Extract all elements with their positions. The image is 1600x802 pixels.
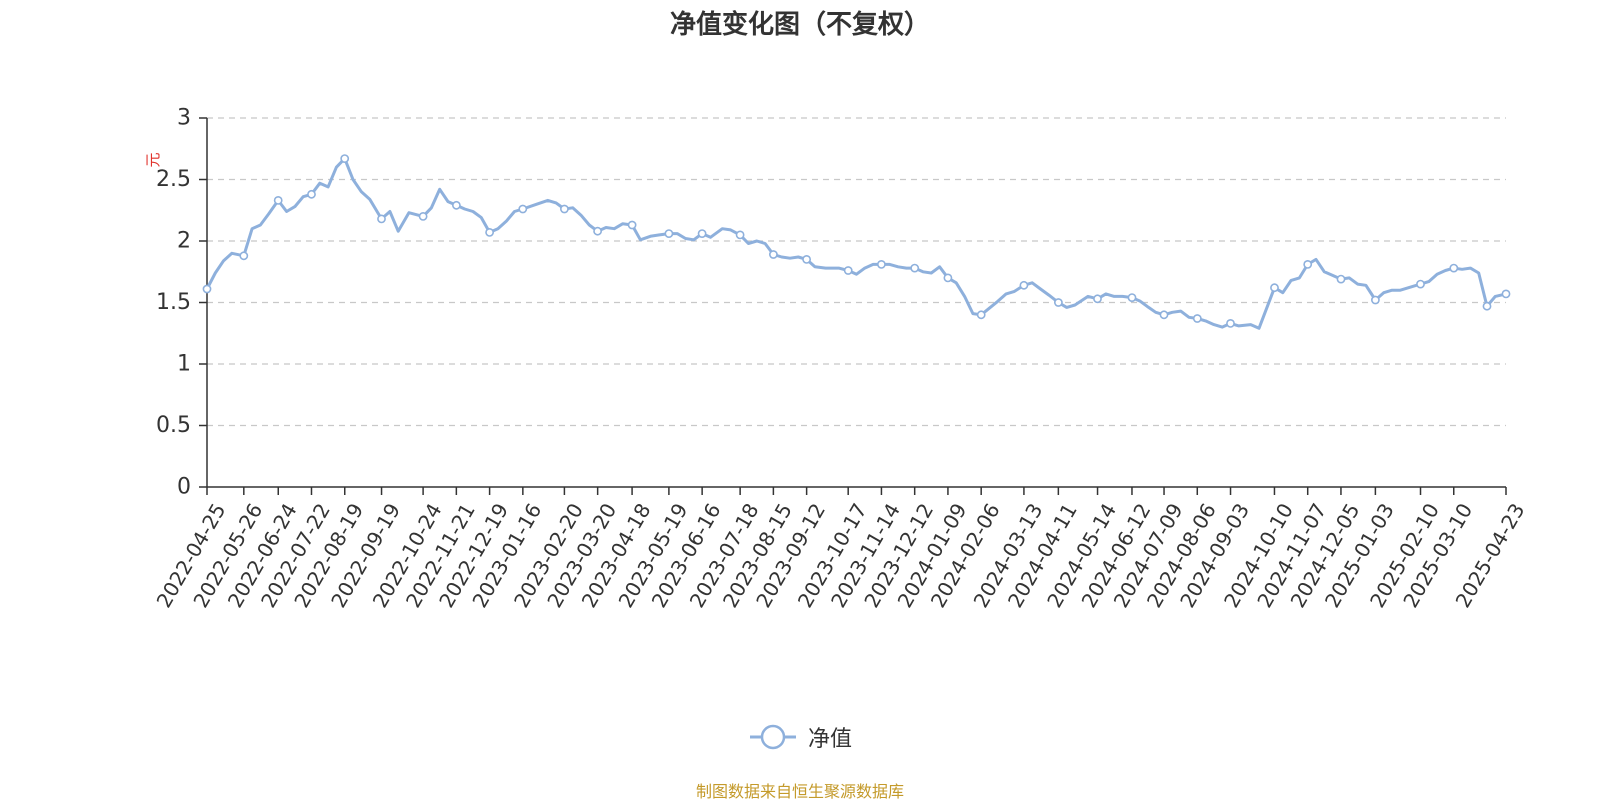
x-tick-labels: 2022-04-252022-05-262022-06-242022-07-22… <box>152 499 1530 612</box>
data-point-marker <box>735 230 745 240</box>
y-tick-label: 2 <box>177 229 191 254</box>
data-point-marker <box>1054 298 1063 307</box>
data-point-marker <box>877 259 886 269</box>
data-point-marker <box>943 273 953 283</box>
data-point-marker <box>1501 289 1511 299</box>
data-point-marker <box>239 251 249 261</box>
data-point-marker <box>273 195 283 205</box>
data-point-marker <box>1449 263 1459 273</box>
legend-label: 净值 <box>808 727 853 752</box>
data-point-marker <box>627 220 637 230</box>
chart-title: 净值变化图（不复权） <box>669 10 930 40</box>
y-tick-label: 0 <box>177 475 191 500</box>
data-point-marker <box>518 204 528 214</box>
data-point-marker <box>593 226 602 236</box>
data-point-marker <box>377 214 386 224</box>
source-note: 制图数据来自恒生聚源数据库 <box>695 782 904 801</box>
data-point-marker <box>1159 310 1169 320</box>
data-point-marker <box>697 229 707 238</box>
data-point-marker <box>1303 259 1313 269</box>
data-point-marker <box>451 200 461 210</box>
data-point-marker <box>307 189 316 199</box>
data-point-marker <box>1416 279 1425 289</box>
data-point-marker <box>664 229 674 238</box>
data-point-marker <box>560 204 569 214</box>
legend-line-circle-icon <box>750 724 796 750</box>
data-point-marker <box>843 266 853 275</box>
y-tick-label: 1 <box>177 352 191 377</box>
data-point-marker <box>202 284 212 294</box>
data-point-marker <box>802 254 811 264</box>
y-tick-label: 1.5 <box>156 290 191 315</box>
data-point-marker <box>418 211 428 221</box>
series-markers <box>202 154 1511 328</box>
data-point-marker <box>1336 274 1346 284</box>
y-axis-unit-label: 元 <box>144 152 162 167</box>
y-tick-label: 0.5 <box>156 413 191 438</box>
data-point-marker <box>1270 283 1279 293</box>
y-tick-label: 3 <box>177 106 191 131</box>
y-tick-labels: 0 0.5 1 1.5 2 2.5 3 <box>156 106 191 500</box>
data-point-marker <box>769 250 778 259</box>
data-point-marker <box>1226 318 1235 328</box>
data-point-marker <box>340 154 350 163</box>
data-point-marker <box>976 310 986 320</box>
data-point-marker <box>1093 294 1102 304</box>
data-point-marker <box>485 227 494 237</box>
data-point-marker <box>910 263 920 273</box>
legend[interactable]: 净值 <box>748 722 852 752</box>
axes <box>199 117 1507 495</box>
gridlines <box>207 117 1506 427</box>
data-point-marker <box>1371 295 1380 305</box>
y-tick-label: 2.5 <box>156 167 191 192</box>
data-point-marker <box>1019 280 1029 290</box>
data-point-marker <box>1192 314 1202 323</box>
data-point-marker <box>1127 293 1137 302</box>
data-point-marker <box>1482 301 1492 311</box>
